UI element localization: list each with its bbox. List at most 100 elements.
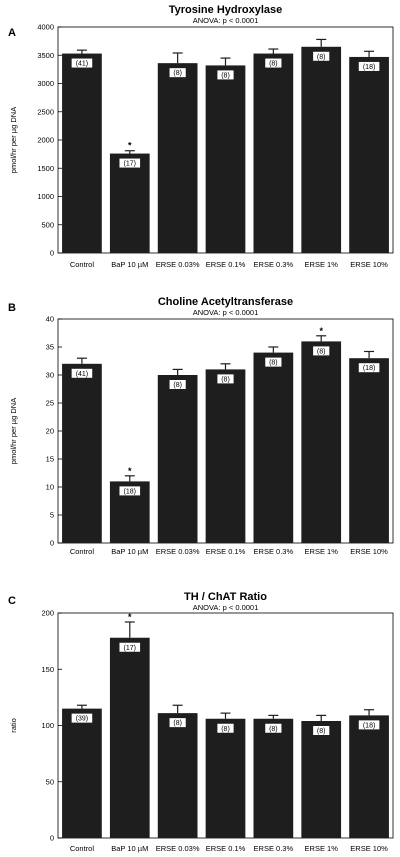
chart-a-n-label-box [313,51,330,61]
chart-b-ytick-label: 25 [46,399,54,408]
chart-c-n-label: (39) [76,716,88,723]
chart-b-ytick-label: 30 [46,371,54,380]
chart-b-xtick-label: ERSE 1% [305,547,339,556]
chart-b-n-label: (18) [124,488,136,495]
chart-b-ytick-label: 0 [50,539,54,548]
chart-a-bar [301,46,342,254]
chart-b-n-label-box [169,380,186,389]
chart-a-ytick-label: 3000 [37,79,54,88]
chart-c-title: TH / ChAT Ratio [184,591,267,603]
chart-a-ytick-label: 3500 [37,51,54,60]
chart-b-ytick-label: 5 [50,511,54,520]
chart-b-n-label: (41) [76,371,88,378]
chart-a-bar [205,65,246,253]
chart-b-bar [62,363,102,543]
chart-a-bar [157,63,198,253]
chart-c-ytick-label: 0 [50,834,54,843]
chart-b-n-label-box [119,486,141,496]
chart-a-ytick-label: 500 [41,220,54,229]
chart-a-n-label: (41) [76,61,88,68]
chart-b-panel-letter: B [8,302,16,314]
chart-b-xtick-label: ERSE 0.3% [254,547,294,556]
chart-c-xtick-label: ERSE 1% [305,844,339,853]
chart-b-title: Choline Acetyltransferase [158,296,293,308]
chart-c-xtick-label: ERSE 0.3% [254,844,294,853]
chart-b-bar [301,341,342,543]
chart-a-subtitle: ANOVA: p < 0.0001 [193,16,259,25]
chart-a-xtick-label: ERSE 0.1% [206,260,246,269]
chart-a-n-label-box [119,158,141,168]
chart-c-n-label-box [358,720,380,730]
chart-c-bar [205,718,246,838]
chart-c-bar [301,721,342,838]
chart-c-panel-letter: C [8,595,16,607]
chart-c-n-label: (8) [269,726,278,733]
chart-c-bar [349,715,389,838]
chart-a-xtick-label: ERSE 0.03% [156,260,200,269]
chart-a-title: Tyrosine Hydroxylase [169,4,283,16]
chart-a-ytick-label: 1500 [37,164,54,173]
chart-c-bar [62,708,102,838]
chart-b-n-label-box [265,357,282,367]
chart-a-n-label: (18) [363,64,375,71]
chart-b-ytick-label: 40 [46,315,54,324]
chart-c-ytick-label: 100 [41,721,54,730]
chart-a-significance-star: * [128,141,132,151]
chart-c-y-axis-label: ratio [9,718,18,733]
chart-b-ytick-label: 10 [46,483,54,492]
chart-b-xtick-label: Control [70,547,95,556]
chart-b-xtick-label: ERSE 0.1% [206,547,246,556]
chart-b-n-label: (8) [173,382,182,389]
chart-c-xtick-label: ERSE 10% [350,844,388,853]
chart-a-n-label-box [71,58,93,68]
chart-b-n-label-box [71,368,93,378]
chart-c-n-label-box [71,713,93,723]
chart-c-n-label-box [265,723,282,733]
chart-a-n-label-box [358,61,380,71]
chart-b-xtick-label: BaP 10 µM [111,547,148,556]
chart-b-bar [253,352,294,543]
chart-a-ytick-label: 0 [50,249,54,258]
chart-b-ytick-label: 35 [46,343,54,352]
chart-a-bar [349,56,389,253]
chart-b-n-label-box [313,346,330,356]
chart-c-n-label-box [217,723,234,733]
chart-b-n-label-box [358,363,380,373]
chart-b-bar [157,375,198,543]
chart-a-ytick-label: 2000 [37,136,54,145]
chart-c-n-label: (17) [124,645,136,652]
chart-c-xtick-label: BaP 10 µM [111,844,148,853]
chart-a-n-label: (8) [317,54,326,61]
chart-b-n-label: (8) [221,376,230,383]
chart-c-ytick-label: 50 [46,777,54,786]
chart-b-xtick-label: ERSE 0.03% [156,547,200,556]
chart-c-significance-star: * [128,612,132,622]
chart-a-panel-letter: A [8,27,16,39]
chart-c-n-label: (8) [317,728,326,735]
chart-a-n-label-box [265,58,282,68]
chart-c-n-label-box [313,726,330,735]
chart-c-xtick-label: ERSE 0.03% [156,844,200,853]
chart-c-bar [253,718,294,838]
chart-a-y-axis-label: pmol/hr per µg DNA [9,107,18,173]
chart-b-significance-star: * [319,326,323,336]
chart-a-n-label-box [169,68,186,78]
chart-b-ytick-label: 15 [46,455,54,464]
chart-a-bar [109,153,150,253]
chart-a-ytick-label: 1000 [37,192,54,201]
chart-c-ytick-label: 200 [41,609,54,618]
chart-a-n-label: (8) [221,72,230,79]
chart-c-subtitle: ANOVA: p < 0.0001 [193,603,259,612]
chart-b-bar [205,369,246,543]
chart-c-n-label: (18) [363,722,375,729]
chart-b-n-label: (18) [363,365,375,372]
chart-b-n-label: (8) [269,360,278,367]
chart-c-xtick-label: Control [70,844,95,853]
chart-b-bar [349,358,389,543]
chart-b-n-label: (8) [317,348,326,355]
chart-c-bar [109,637,150,838]
chart-a-bar [253,53,294,254]
chart-a-n-label: (17) [124,161,136,168]
chart-c-n-label: (8) [173,720,182,727]
